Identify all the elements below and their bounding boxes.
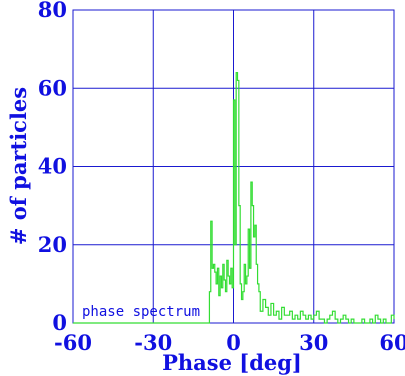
- phase-spectrum-series-line: [73, 72, 395, 324]
- y-tick-label: 40: [38, 154, 67, 179]
- x-axis-title: Phase [deg]: [162, 350, 302, 375]
- x-tick-label: 60: [379, 330, 405, 355]
- series-layer: [73, 72, 395, 324]
- phase-spectrum-annotation: phase spectrum: [82, 304, 200, 320]
- y-axis-title: # of particles: [6, 87, 31, 245]
- x-tick-label: -30: [134, 330, 172, 355]
- plot-frame: [72, 9, 395, 324]
- x-tick-label: 0: [226, 330, 241, 355]
- x-tick-label: -60: [54, 330, 92, 355]
- y-tick-label: 0: [52, 310, 67, 335]
- y-tick-label: 80: [38, 0, 67, 22]
- y-tick-labels: 0 20 40 60 80: [38, 0, 67, 335]
- x-tick-label: 30: [299, 330, 328, 355]
- x-tick-labels: -60 -30 0 30 60: [54, 330, 405, 355]
- y-tick-label: 60: [38, 75, 67, 100]
- y-tick-label: 20: [38, 232, 67, 257]
